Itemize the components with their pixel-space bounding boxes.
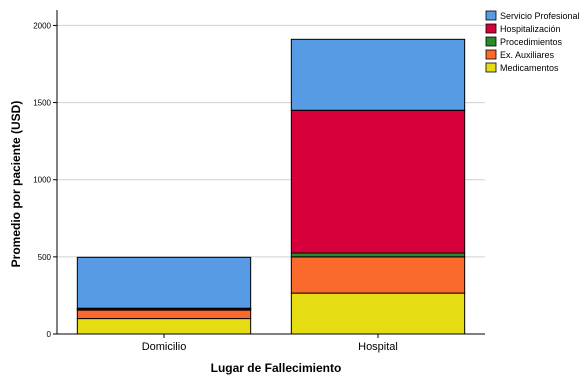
y-tick-label: 1000 [33, 176, 51, 185]
bar-segment [290, 292, 466, 335]
bar-segment [290, 109, 466, 254]
bar-segment [290, 256, 466, 294]
legend-label: Procedimientos [500, 37, 563, 47]
y-tick-label: 2000 [33, 21, 51, 30]
legend-swatch [485, 23, 497, 34]
legend-swatch [485, 62, 497, 73]
x-tick-label: Domicilio [142, 341, 187, 353]
bars [76, 38, 466, 335]
legend: Servicio Profesional Hospitalización Proce… [485, 10, 580, 73]
y-axis-label: Promedio por paciente (USD) [9, 101, 23, 268]
y-tick-label: 1500 [33, 99, 51, 108]
legend-label: Ex. Auxiliares [500, 50, 555, 60]
x-axis-label: Lugar de Fallecimiento [211, 361, 342, 375]
bar-segment [76, 309, 252, 320]
tick-labels: 0 500 1000 1500 2000 Domicilio Hospital [33, 21, 398, 353]
bar-segment [76, 256, 252, 309]
bar-segment [290, 38, 466, 111]
legend-swatch [485, 10, 497, 21]
x-tick-label: Hospital [358, 341, 398, 353]
y-tick-label: 0 [47, 330, 52, 339]
legend-swatch [485, 49, 497, 60]
bar-segment [76, 318, 252, 335]
y-tick-label: 500 [38, 253, 52, 262]
legend-label: Medicamentos [500, 63, 559, 73]
legend-label: Hospitalización [500, 24, 561, 34]
legend-swatch [485, 36, 497, 47]
legend-label: Servicio Profesional [500, 11, 580, 21]
bar-segment [290, 252, 466, 258]
